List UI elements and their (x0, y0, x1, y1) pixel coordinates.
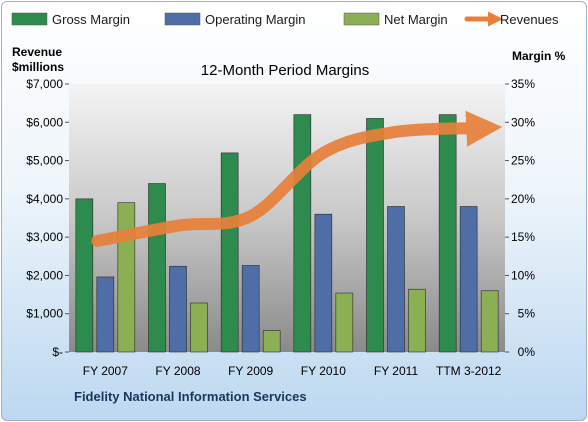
right-tick-label-1: 5% (518, 307, 536, 321)
bar-2-1 (190, 302, 208, 353)
bar-1-5 (459, 206, 478, 353)
chart-title: 12-Month Period Margins (201, 62, 369, 79)
bar-0-3 (293, 114, 312, 353)
bar-2-5 (480, 290, 499, 353)
bar-2-2 (262, 330, 281, 353)
bar-1-3 (314, 213, 333, 353)
category-label-1: FY 2008 (155, 364, 200, 378)
legend-label-2: Net Margin (384, 12, 448, 27)
revenue-line-series (91, 110, 503, 247)
bar-0-0 (75, 198, 94, 353)
bar-0-5 (438, 114, 457, 353)
bar-0-2 (220, 152, 239, 353)
bar-2-4 (408, 288, 426, 353)
left-axis-ticks: $- $1,000 $2,000 $3,000 $4,000 $5,000 $6,000 $7… (26, 77, 69, 359)
right-tick-label-2: 10% (511, 268, 535, 282)
bar-0-1 (148, 183, 166, 353)
bar-1-4 (387, 206, 405, 353)
left-tick-label-1: $1,000 (26, 307, 63, 321)
right-axis-ticks: 0% 5% 10% 15% 20% 25% 30% 35% (505, 77, 535, 359)
legend-swatch-0 (11, 12, 48, 26)
legend-label-0: Gross Margin (52, 12, 130, 27)
legend-label-1: Operating Margin (205, 12, 305, 27)
bar-2-3 (335, 292, 354, 353)
category-label-2: FY 2009 (228, 364, 273, 378)
right-tick-label-3: 15% (511, 230, 535, 244)
left-tick-label-3: $3,000 (26, 230, 63, 244)
left-tick-label-6: $6,000 (26, 115, 63, 129)
legend-label-revenues: Revenues (500, 12, 559, 27)
revenue-line (91, 110, 503, 247)
left-tick-label-0: $- (52, 345, 63, 359)
bar-1-0 (96, 276, 115, 353)
bar-2-0 (117, 202, 136, 353)
left-tick-label-2: $2,000 (26, 268, 63, 282)
bar-series (75, 114, 499, 353)
right-axis-title: Margin % (512, 49, 566, 63)
category-labels: FY 2007 FY 2008 FY 2009 FY 2010 FY 2011 TTM 3… (83, 364, 502, 378)
bar-1-2 (241, 265, 260, 353)
right-tick-label-0: 0% (518, 345, 536, 359)
left-tick-label-7: $7,000 (26, 77, 63, 91)
bar-1-1 (169, 265, 187, 353)
right-tick-label-4: 20% (511, 192, 535, 206)
category-label-3: FY 2010 (301, 364, 346, 378)
right-tick-label-6: 30% (511, 115, 535, 129)
chart-legend: Gross Margin Operating Margin Net Margin Re… (11, 11, 559, 27)
category-label-4: FY 2011 (374, 364, 419, 378)
left-tick-label-4: $4,000 (26, 192, 63, 206)
left-axis-title-line2: $millions (12, 60, 64, 74)
legend-swatch-1 (164, 12, 201, 26)
left-axis-title-line1: Revenue (12, 45, 62, 59)
right-tick-label-5: 25% (511, 154, 535, 168)
category-label-0: FY 2007 (83, 364, 128, 378)
left-tick-label-5: $5,000 (26, 154, 63, 168)
bar-0-4 (366, 118, 384, 353)
legend-swatch-2 (343, 12, 380, 26)
chart-footer: Fidelity National Information Services (74, 389, 307, 404)
category-label-5: TTM 3-2012 (436, 364, 502, 378)
right-tick-label-7: 35% (511, 77, 535, 91)
